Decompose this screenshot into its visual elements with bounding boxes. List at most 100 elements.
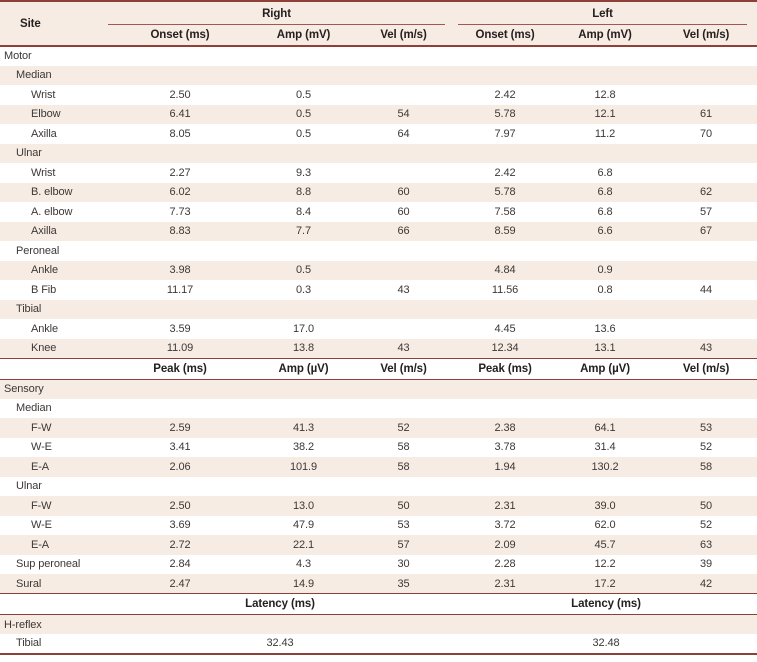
- table-row: Ankle 3.59 17.0 4.45 13.6: [0, 319, 757, 339]
- measure-header-cell: Vel (m/s): [380, 362, 427, 375]
- cell-value: [105, 399, 255, 419]
- row-label: W-E: [31, 441, 52, 454]
- row-label: Ankle: [31, 322, 59, 335]
- cell-value: [455, 241, 555, 261]
- table-row: Peroneal: [0, 241, 757, 261]
- table-row: E-A 2.72 22.1 57 2.09 45.7 63: [0, 535, 757, 555]
- cell-value: [352, 143, 456, 163]
- cell-value: [105, 46, 255, 66]
- cell-value: 60: [397, 205, 410, 218]
- table-row: Axilla 8.83 7.7 66 8.59 6.6 67: [0, 221, 757, 241]
- cell-value: [352, 399, 455, 419]
- cell-value: 64.1: [555, 418, 656, 438]
- group-label-left: Left: [458, 4, 748, 25]
- row-label: Ulnar: [16, 480, 42, 493]
- table-row: Median: [0, 65, 757, 85]
- cell-value: 53: [397, 519, 410, 532]
- cell-value: [255, 477, 352, 497]
- cell-value: 1.94: [455, 457, 556, 477]
- cell-value: 11.09: [105, 338, 255, 358]
- cell-value: 8.83: [105, 221, 255, 241]
- row-label: Elbow: [0, 104, 105, 124]
- cell-value: [352, 319, 455, 339]
- cell-value: 31.4: [594, 441, 616, 454]
- cell-value: [555, 614, 656, 634]
- cell-value: [455, 46, 555, 66]
- cell-value: [105, 65, 255, 85]
- table-row: Ankle 3.98 0.5 4.84 0.9: [0, 260, 757, 280]
- cell-value: 2.42: [494, 166, 516, 179]
- cell-value: 2.31: [455, 574, 556, 594]
- cell-value: [655, 85, 757, 105]
- cell-value: 0.8: [597, 283, 613, 296]
- table-row: Tibial 32.43 32.48: [0, 634, 757, 654]
- cell-value: 8.05: [169, 127, 191, 140]
- cell-value: 54: [352, 104, 456, 124]
- cell-value: [655, 319, 757, 339]
- cell-value: [255, 379, 352, 399]
- col-header-onset-left: Onset (ms): [455, 25, 556, 46]
- table-row: B Fib 11.17 0.3 43 11.56 0.8 44: [0, 280, 757, 300]
- cell-value: [352, 241, 455, 261]
- cell-value: [255, 143, 352, 163]
- cell-value: 2.50: [169, 88, 191, 101]
- cell-value: [555, 299, 656, 319]
- cell-value: 13.0: [255, 496, 352, 516]
- measure-header-cell: Amp (µV): [580, 362, 630, 375]
- cell-value: [255, 399, 352, 419]
- cell-value: 50: [352, 496, 456, 516]
- table-row: H-reflex: [0, 614, 757, 634]
- cell-value: [555, 477, 655, 497]
- cell-value: 52: [700, 441, 713, 454]
- cell-value: 8.4: [296, 205, 311, 218]
- col-header-group-right: Right: [105, 1, 456, 25]
- table-row: Elbow 6.41 0.5 54 5.78 12.1 61: [0, 104, 757, 124]
- row-label: Tibial: [16, 637, 42, 650]
- cell-value: 0.5: [255, 104, 352, 124]
- cell-value: [352, 163, 455, 183]
- cell-value: 30: [397, 558, 410, 571]
- table-row: A. elbow 7.73 8.4 60 7.58 6.8 57: [0, 202, 757, 222]
- cell-value: [352, 65, 456, 85]
- cell-value: [455, 143, 556, 163]
- cell-value: [555, 241, 655, 261]
- cell-value: 17.2: [555, 574, 656, 594]
- row-label: H-reflex: [0, 614, 105, 634]
- cell-value: 43: [397, 283, 410, 296]
- cell-value: [455, 477, 555, 497]
- cell-value: [352, 379, 456, 399]
- row-label: B. elbow: [0, 182, 105, 202]
- cell-value: 50: [655, 496, 757, 516]
- cell-value: 43: [655, 338, 757, 358]
- cell-value: [255, 46, 352, 66]
- cell-value: 7.7: [255, 221, 352, 241]
- cell-value: 52: [352, 418, 456, 438]
- row-label: E-A: [0, 457, 105, 477]
- col-header-vel-left: Vel (m/s): [655, 25, 757, 46]
- cell-value: [255, 241, 352, 261]
- row-label: Axilla: [0, 221, 105, 241]
- cell-value: 22.1: [255, 535, 352, 555]
- cell-value: 6.41: [105, 104, 255, 124]
- row-label: Tibial: [0, 299, 105, 319]
- row-label: Ulnar: [0, 143, 105, 163]
- cell-value: 62.0: [594, 519, 616, 532]
- cell-value: 52: [700, 519, 713, 532]
- table-row: Knee 11.09 13.8 43 12.34 13.1 43: [0, 338, 757, 358]
- cell-value: [655, 163, 757, 183]
- col-header-onset-right: Onset (ms): [105, 25, 255, 46]
- cell-value: 39: [700, 558, 713, 571]
- table-row: Median: [0, 399, 757, 419]
- cell-value: 64: [397, 127, 410, 140]
- table-header: Site Right Left Onset (ms) Amp (mV) Vel …: [0, 1, 757, 46]
- cell-value: [655, 46, 757, 66]
- row-label: B Fib: [31, 283, 57, 296]
- header-row-measures: Onset (ms) Amp (mV) Vel (m/s) Onset (ms)…: [0, 25, 757, 46]
- cell-value: [352, 299, 456, 319]
- cell-value: [655, 477, 757, 497]
- cell-value: 57: [352, 535, 456, 555]
- cell-value: [352, 477, 455, 497]
- cell-value: 2.27: [169, 166, 191, 179]
- cell-value: 12.34: [455, 338, 556, 358]
